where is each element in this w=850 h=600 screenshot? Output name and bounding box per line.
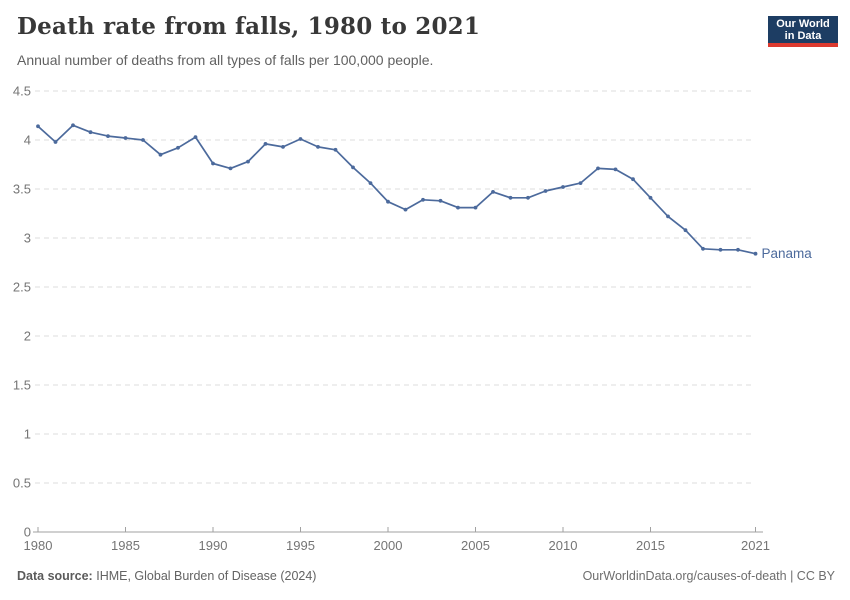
y-tick-label: 3: [24, 231, 31, 246]
data-point: [438, 198, 443, 203]
data-point: [386, 199, 390, 204]
data-point: [561, 185, 565, 189]
data-point: [631, 177, 635, 182]
data-point: [683, 228, 688, 233]
x-tick-label: 1990: [199, 538, 228, 553]
data-point: [753, 251, 758, 256]
y-tick-label: 1.5: [13, 378, 31, 393]
data-point: [298, 137, 303, 141]
data-point: [666, 214, 670, 219]
data-point: [508, 195, 513, 200]
y-tick-label: 1: [24, 427, 31, 442]
data-source-label: Data source:: [17, 569, 93, 583]
x-tick-label: 1980: [24, 538, 53, 553]
data-point: [543, 189, 548, 193]
data-point: [333, 147, 338, 152]
page-title: Death rate from falls, 1980 to 2021: [17, 13, 481, 40]
data-point: [246, 159, 250, 164]
data-point: [351, 165, 355, 170]
data-point: [211, 161, 215, 166]
data-point: [701, 246, 705, 251]
data-point: [123, 136, 128, 140]
license-link[interactable]: OurWorldinData.org/causes-of-death | CC …: [582, 569, 835, 583]
data-point: [403, 207, 408, 212]
y-tick-label: 2: [24, 329, 31, 344]
owid-logo-line1: Our World: [776, 17, 830, 30]
data-point: [648, 195, 653, 200]
x-tick-label: 2010: [549, 538, 578, 553]
data-point: [141, 138, 145, 142]
data-point: [736, 247, 740, 252]
x-tick-label: 2005: [461, 538, 490, 553]
data-point: [456, 205, 460, 210]
data-point: [106, 134, 110, 139]
data-point: [596, 166, 600, 171]
data-point: [176, 145, 180, 150]
y-tick-label: 0.5: [13, 476, 31, 491]
data-point: [193, 135, 198, 140]
data-point: [613, 167, 618, 172]
data-point: [158, 152, 163, 157]
data-point: [473, 205, 478, 210]
chart-subtitle: Annual number of deaths from all types o…: [17, 52, 434, 68]
owid-logo-line2: in Data: [784, 29, 822, 42]
data-point: [718, 247, 723, 252]
data-point: [88, 130, 93, 135]
data-point: [263, 142, 268, 146]
y-tick-label: 4.5: [13, 84, 31, 99]
data-point: [53, 140, 58, 144]
data-point: [491, 190, 495, 194]
data-source-note: Data source: IHME, Global Burden of Dise…: [17, 569, 316, 583]
data-point: [316, 145, 320, 149]
x-tick-label: 2000: [374, 538, 403, 553]
data-point: [36, 124, 40, 129]
x-tick-label: 1995: [286, 538, 315, 553]
data-point: [281, 145, 285, 149]
data-point: [368, 181, 373, 186]
x-tick-label: 1985: [111, 538, 140, 553]
x-tick-label: 2021: [741, 538, 770, 553]
data-source-value: IHME, Global Burden of Disease (2024): [96, 569, 317, 583]
series-label[interactable]: Panama: [762, 246, 813, 261]
data-point: [71, 123, 75, 128]
data-point: [578, 181, 583, 186]
y-tick-label: 2.5: [13, 280, 31, 295]
data-point: [526, 195, 530, 200]
data-line: [37, 124, 757, 255]
data-point: [421, 197, 425, 202]
data-point: [228, 166, 233, 171]
y-tick-label: 0: [24, 525, 31, 540]
y-tick-label: 3.5: [13, 182, 31, 197]
x-tick-label: 2015: [636, 538, 665, 553]
owid-logo[interactable]: Our World in Data: [768, 16, 838, 47]
y-tick-label: 4: [24, 133, 31, 148]
